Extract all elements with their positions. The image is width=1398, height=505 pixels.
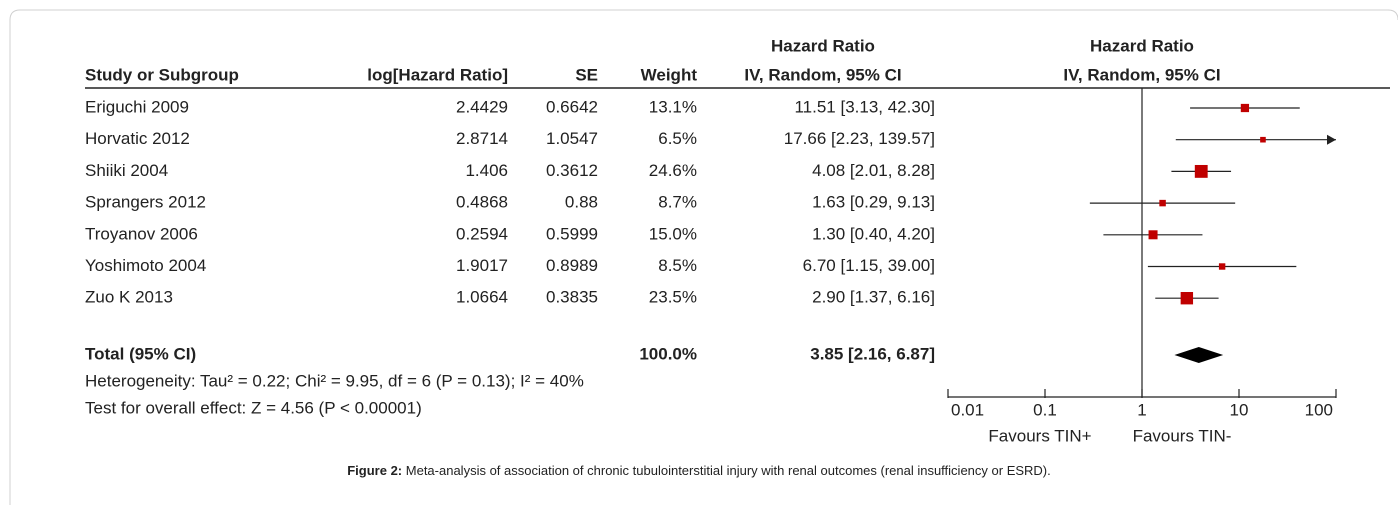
column-header: log[Hazard Ratio] [367, 65, 508, 84]
favours-right: Favours TIN- [1133, 426, 1232, 445]
study-name: Shiiki 2004 [85, 161, 168, 180]
total-diamond [1174, 347, 1224, 363]
effect-marker [1159, 199, 1166, 207]
weight: 8.7% [658, 193, 697, 212]
column-header: SE [575, 65, 598, 84]
effect-marker [1240, 103, 1250, 113]
effect-marker [1194, 164, 1208, 178]
weight: 15.0% [649, 224, 697, 243]
log-hr: 1.0664 [456, 288, 508, 307]
log-hr: 0.4868 [456, 193, 508, 212]
total-weight: 100.0% [639, 344, 697, 363]
study-name: Sprangers 2012 [85, 193, 206, 212]
x-tick-label: 1 [1137, 400, 1146, 419]
se: 0.6642 [546, 97, 598, 116]
method-header: IV, Random, 95% CI [744, 65, 901, 84]
study-name: Zuo K 2013 [85, 288, 173, 307]
se: 0.88 [565, 193, 598, 212]
ci-arrow [1327, 134, 1336, 145]
ci-label: 4.08 [2.01, 8.28] [812, 161, 935, 180]
x-tick-label: 0.01 [951, 400, 984, 419]
x-tick-label: 0.1 [1033, 400, 1057, 419]
study-name: Yoshimoto 2004 [85, 256, 206, 275]
favours-left: Favours TIN+ [988, 426, 1091, 445]
effect-marker [1260, 136, 1266, 143]
se: 1.0547 [546, 129, 598, 148]
plot-effect-header: Hazard Ratio [1090, 36, 1194, 55]
frame [9, 9, 1398, 505]
caption-label: Figure 2: [347, 463, 402, 478]
x-tick-label: 10 [1230, 400, 1249, 419]
caption: Figure 2: Meta-analysis of association o… [347, 463, 1051, 478]
effect-marker [1148, 230, 1158, 240]
study-name: Horvatic 2012 [85, 129, 190, 148]
ci-label: 2.90 [1.37, 6.16] [812, 288, 935, 307]
se: 0.3835 [546, 288, 598, 307]
effect-marker [1218, 263, 1226, 270]
overall-effect: Test for overall effect: Z = 4.56 (P < 0… [85, 398, 422, 417]
column-header: Study or Subgroup [85, 65, 239, 84]
effect-marker [1180, 292, 1194, 305]
log-hr: 2.4429 [456, 97, 508, 116]
caption-text: Meta-analysis of association of chronic … [406, 463, 1051, 478]
weight: 6.5% [658, 129, 697, 148]
ci-label: 6.70 [1.15, 39.00] [803, 256, 935, 275]
heterogeneity: Heterogeneity: Tau² = 0.22; Chi² = 9.95,… [85, 371, 584, 390]
total-ci-label: 3.85 [2.16, 6.87] [810, 344, 935, 363]
log-hr: 1.9017 [456, 256, 508, 275]
weight: 13.1% [649, 97, 697, 116]
se: 0.8989 [546, 256, 598, 275]
log-hr: 0.2594 [456, 224, 508, 243]
column-header: Weight [641, 65, 698, 84]
log-hr: 1.406 [465, 161, 508, 180]
se: 0.3612 [546, 161, 598, 180]
se: 0.5999 [546, 224, 598, 243]
ci-label: 17.66 [2.23, 139.57] [784, 129, 935, 148]
x-tick-label: 100 [1305, 400, 1333, 419]
plot-method-header: IV, Random, 95% CI [1063, 65, 1220, 84]
effect-header: Hazard Ratio [771, 36, 875, 55]
weight: 8.5% [658, 256, 697, 275]
study-name: Troyanov 2006 [85, 224, 198, 243]
ci-label: 11.51 [3.13, 42.30] [794, 97, 935, 116]
log-hr: 2.8714 [456, 129, 508, 148]
ci-label: 1.30 [0.40, 4.20] [812, 224, 935, 243]
ci-label: 1.63 [0.29, 9.13] [812, 193, 935, 212]
weight: 23.5% [649, 288, 697, 307]
total-name: Total (95% CI) [85, 344, 196, 363]
weight: 24.6% [649, 161, 697, 180]
study-name: Eriguchi 2009 [85, 97, 189, 116]
